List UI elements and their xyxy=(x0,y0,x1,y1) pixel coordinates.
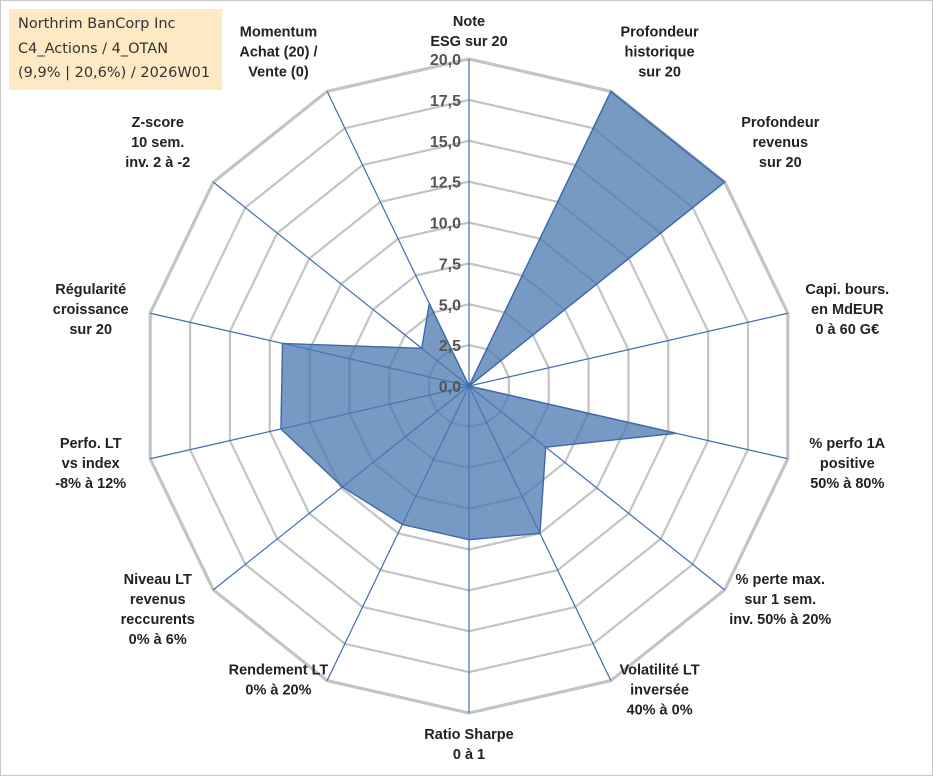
tick-label: 15,0 xyxy=(430,134,461,151)
tick-label: 7,5 xyxy=(439,256,461,273)
series-area xyxy=(280,90,726,541)
portfolio-name: C4_Actions / 4_OTAN xyxy=(18,40,169,57)
axis-label: Niveau LT revenus reccurents 0% à 6% xyxy=(121,572,195,648)
company-name: Northrim BanCorp Inc xyxy=(18,16,176,32)
tick-label: 5,0 xyxy=(439,297,461,314)
tick-label: 10,0 xyxy=(430,216,461,233)
axis-label: Perfo. LT vs index -8% à 12% xyxy=(55,436,126,492)
axis-label: Rendement LT 0% à 20% xyxy=(229,663,329,699)
axis-label: % perfo 1A positive 50% à 80% xyxy=(809,436,885,492)
axis-label: Profondeur historique sur 20 xyxy=(620,24,698,80)
axis-label: Ratio Sharpe 0 à 1 xyxy=(424,727,513,763)
axis-label: Momentum Achat (20) / Vente (0) xyxy=(239,24,317,80)
axis-label: Régularité croissance sur 20 xyxy=(53,282,129,338)
axis-label: % perte max. sur 1 sem. inv. 50% à 20% xyxy=(729,572,831,628)
tick-label: 0,0 xyxy=(439,379,461,396)
axis-labels: Note ESG sur 20 Profondeur historique sur 20… xyxy=(53,14,889,763)
axis-label: Z-score 10 sem. inv. 2 à -2 xyxy=(125,115,190,171)
info-box: Northrim BanCorp Inc C4_Actions / 4_OTAN… xyxy=(9,9,222,90)
axis-label: Note ESG sur 20 xyxy=(430,14,507,50)
axis-label: Profondeur revenus sur 20 xyxy=(741,115,819,171)
axis-label: Capi. bours. en MdEUR 0 à 60 G€ xyxy=(805,282,889,338)
tick-label: 2,5 xyxy=(439,338,461,355)
tick-label: 12,5 xyxy=(430,175,461,192)
axis-spoke xyxy=(468,312,788,387)
axis-label: Volatilité LT inversée 40% à 0% xyxy=(620,663,700,719)
performance-stats: (9,9% | 20,6%) / 2026W01 xyxy=(18,65,211,81)
series-polygon xyxy=(280,90,726,541)
radial-tick-labels: 0,0 2,5 5,0 7,5 10,0 12,5 15,0 17,5 20,0 xyxy=(430,52,461,396)
tick-label: 20,0 xyxy=(430,52,461,69)
tick-label: 17,5 xyxy=(430,93,461,110)
